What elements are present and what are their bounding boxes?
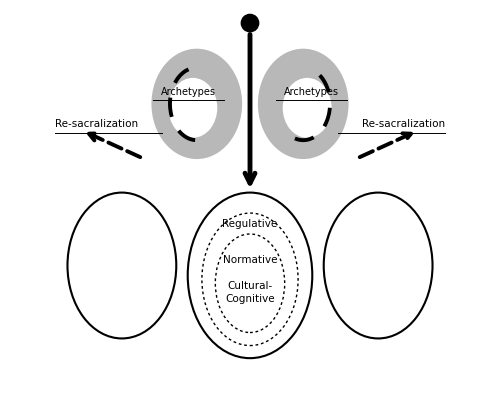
Ellipse shape [282, 78, 332, 138]
Text: Archetypes: Archetypes [284, 87, 339, 97]
Ellipse shape [258, 49, 348, 159]
Ellipse shape [68, 193, 176, 339]
Ellipse shape [324, 193, 432, 339]
Circle shape [242, 14, 258, 32]
Text: Regulative: Regulative [222, 219, 278, 229]
Text: Archetypes: Archetypes [162, 87, 216, 97]
Ellipse shape [168, 78, 218, 138]
Text: Re-sacralization: Re-sacralization [362, 119, 445, 129]
Text: Normative: Normative [223, 254, 277, 265]
Text: Re-sacralization: Re-sacralization [55, 119, 138, 129]
Ellipse shape [188, 193, 312, 358]
Ellipse shape [152, 49, 242, 159]
Text: Cultural-
Cognitive: Cultural- Cognitive [225, 281, 275, 304]
